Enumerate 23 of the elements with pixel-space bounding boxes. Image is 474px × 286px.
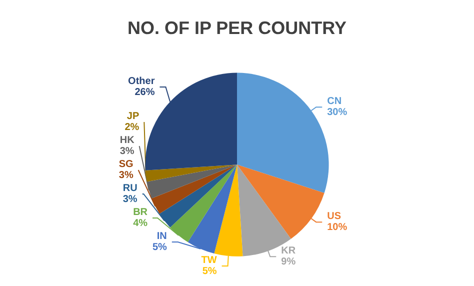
slice-label: HK bbox=[120, 135, 136, 146]
data-label: 5% bbox=[202, 266, 217, 277]
data-label: 10% bbox=[327, 222, 348, 234]
data-label: 3% bbox=[118, 170, 134, 181]
slice-label: RU bbox=[122, 183, 138, 194]
slice-label: Other bbox=[128, 76, 155, 87]
data-label: 4% bbox=[133, 218, 148, 229]
data-label: 2% bbox=[124, 122, 140, 133]
slice-label: TW bbox=[201, 255, 218, 266]
slice-label: BR bbox=[133, 207, 148, 218]
chart-title: NO. OF IP PER COUNTRY bbox=[127, 18, 347, 38]
slice-label: JP bbox=[126, 111, 140, 122]
data-label: 3% bbox=[122, 194, 138, 205]
data-label: 26% bbox=[134, 86, 155, 98]
slice-label: US bbox=[327, 211, 342, 222]
slice-label: KR bbox=[281, 246, 296, 257]
data-label: 9% bbox=[281, 256, 296, 268]
slice-label: IN bbox=[156, 231, 167, 242]
slice-label: SG bbox=[118, 159, 134, 170]
slice-label: CN bbox=[327, 96, 342, 108]
data-label: 30% bbox=[327, 107, 348, 118]
data-label: 3% bbox=[120, 146, 134, 157]
data-label: 5% bbox=[152, 242, 168, 253]
